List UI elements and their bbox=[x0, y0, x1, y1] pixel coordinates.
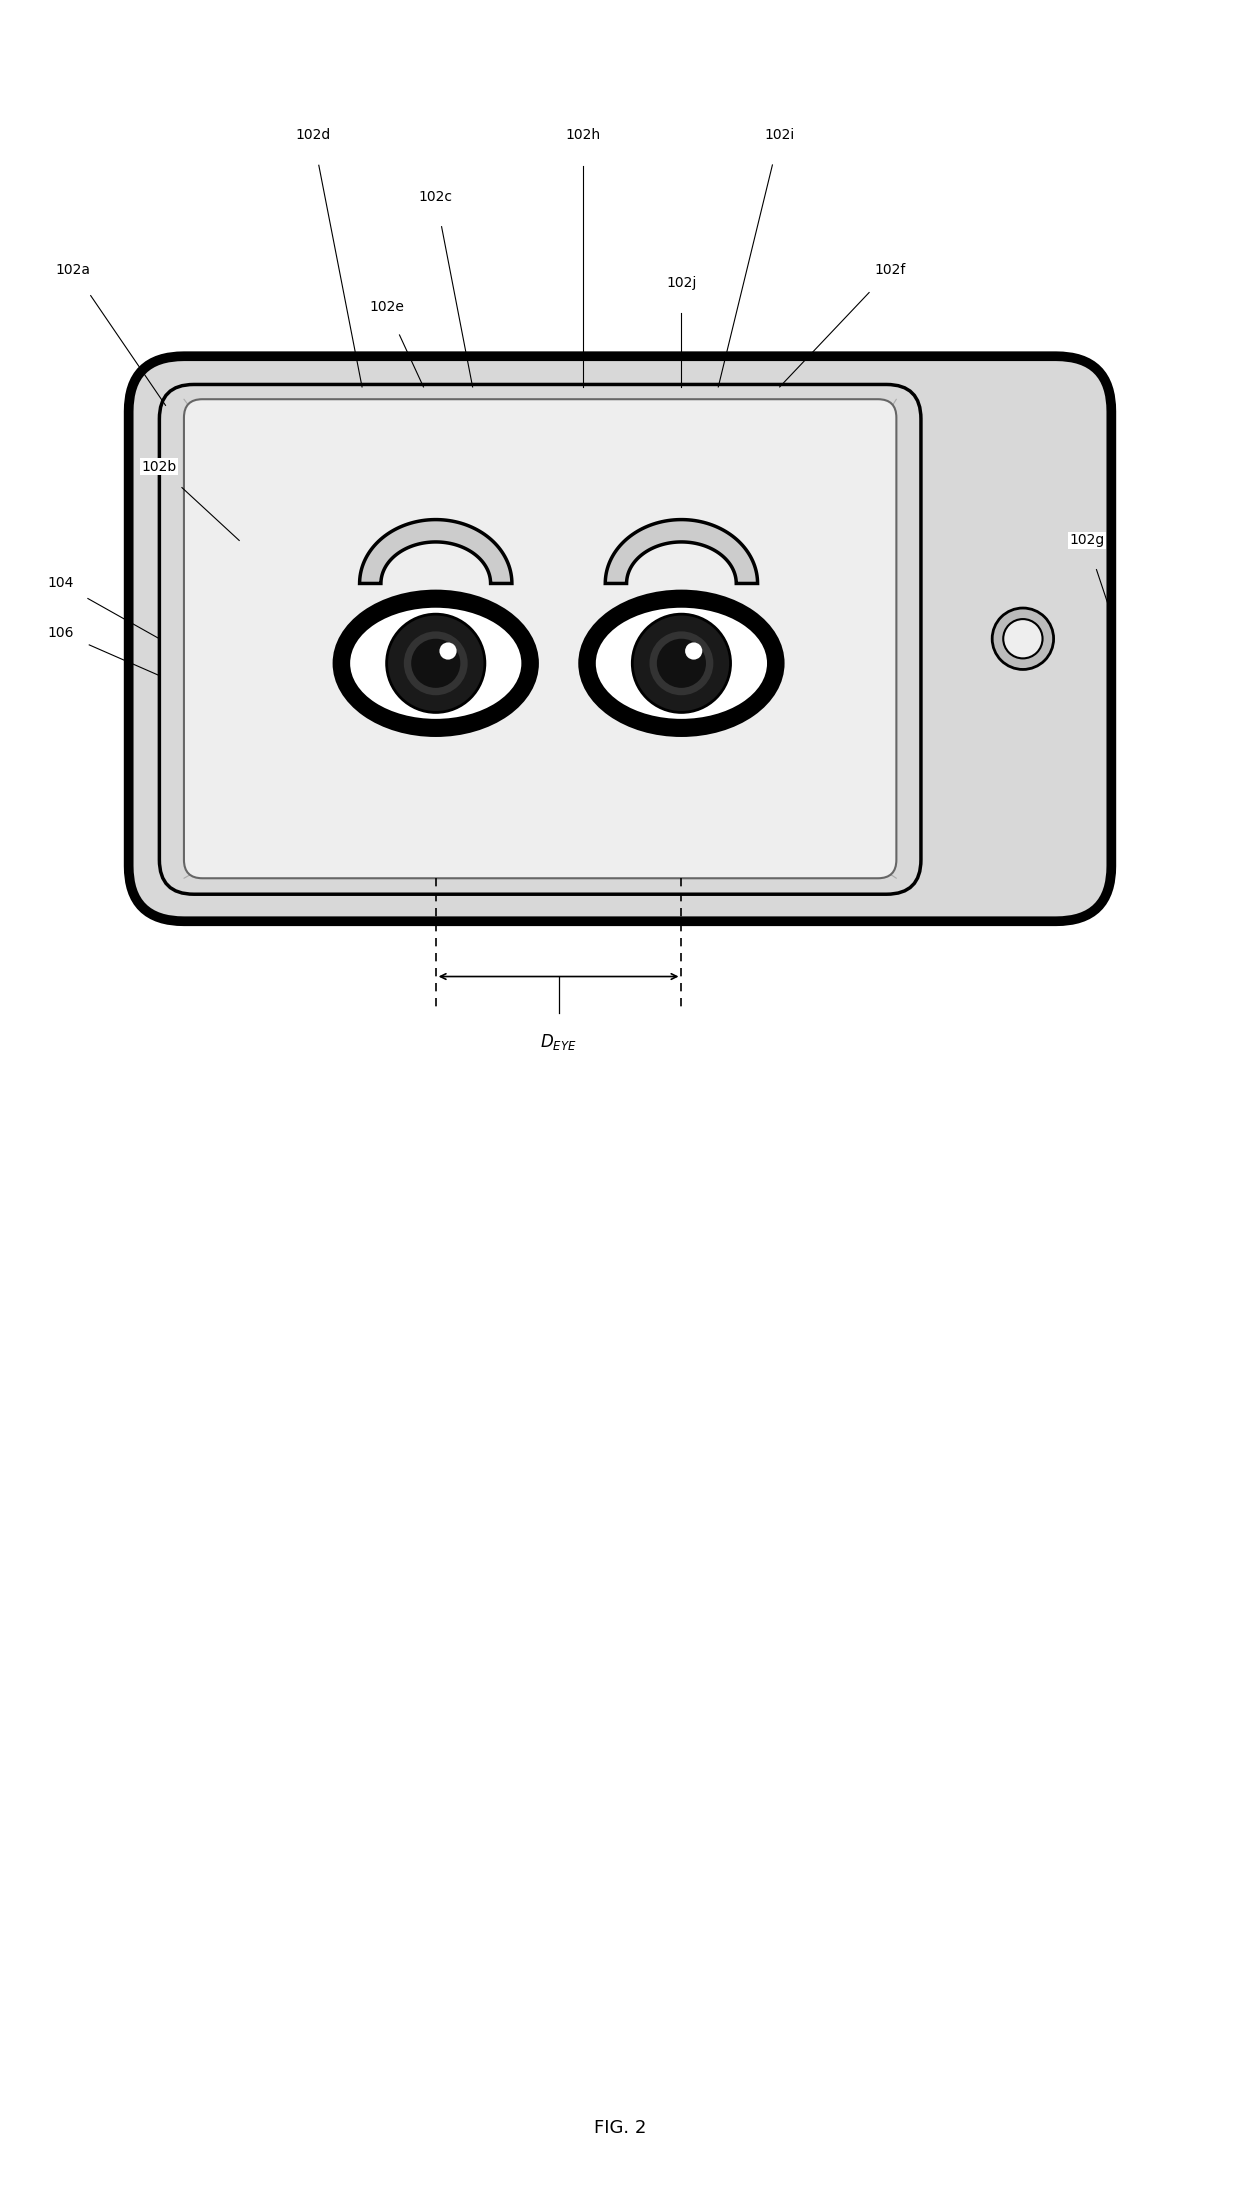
Text: 106: 106 bbox=[48, 626, 74, 639]
Text: 102b: 102b bbox=[141, 460, 177, 473]
Circle shape bbox=[650, 632, 713, 694]
Circle shape bbox=[1003, 619, 1043, 659]
Text: 104: 104 bbox=[48, 577, 74, 590]
Text: 102g: 102g bbox=[1069, 533, 1105, 548]
Circle shape bbox=[404, 632, 467, 694]
Ellipse shape bbox=[595, 608, 768, 719]
Text: 102a: 102a bbox=[56, 263, 91, 276]
Text: 102i: 102i bbox=[765, 128, 795, 142]
Ellipse shape bbox=[580, 593, 782, 734]
Circle shape bbox=[387, 615, 485, 712]
Ellipse shape bbox=[335, 593, 537, 734]
Circle shape bbox=[992, 608, 1054, 670]
Text: 102h: 102h bbox=[565, 128, 600, 142]
Text: $D_{EYE}$: $D_{EYE}$ bbox=[541, 1033, 577, 1052]
FancyBboxPatch shape bbox=[129, 356, 1111, 922]
Text: 102d: 102d bbox=[295, 128, 331, 142]
Polygon shape bbox=[360, 520, 512, 584]
FancyBboxPatch shape bbox=[184, 400, 897, 878]
Text: FIG. 2: FIG. 2 bbox=[594, 2120, 646, 2138]
Ellipse shape bbox=[350, 608, 521, 719]
Polygon shape bbox=[605, 520, 758, 584]
Circle shape bbox=[686, 643, 702, 659]
Circle shape bbox=[657, 639, 706, 688]
Text: 102e: 102e bbox=[370, 301, 404, 314]
Circle shape bbox=[412, 639, 460, 688]
Text: 102f: 102f bbox=[874, 263, 906, 276]
Circle shape bbox=[439, 643, 456, 659]
Circle shape bbox=[632, 615, 730, 712]
Text: 102c: 102c bbox=[419, 190, 453, 203]
Text: 102j: 102j bbox=[666, 276, 697, 290]
